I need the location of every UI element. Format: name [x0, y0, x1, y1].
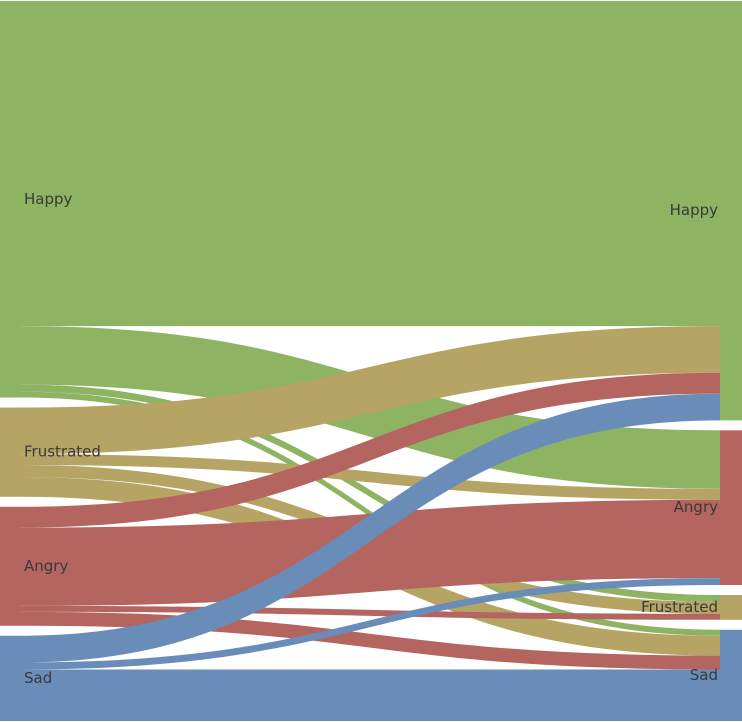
- node-label-right-sad: Sad: [690, 666, 718, 684]
- node-left-frustrated[interactable]: [0, 407, 20, 497]
- node-left-angry[interactable]: [0, 506, 20, 626]
- link-angry-to-angry[interactable]: [20, 499, 720, 606]
- node-label-right-angry: Angry: [674, 498, 718, 516]
- link-sad-to-angry[interactable]: [20, 578, 720, 670]
- node-label-left-angry: Angry: [24, 557, 68, 575]
- sankey-links: [20, 1, 720, 721]
- link-sad-to-sad[interactable]: [20, 669, 720, 721]
- link-happy-to-happy[interactable]: [20, 1, 720, 327]
- node-left-happy[interactable]: [0, 1, 20, 398]
- node-right-happy[interactable]: [720, 1, 742, 421]
- link-frustrated-to-angry[interactable]: [20, 454, 720, 500]
- node-label-left-frustrated: Frustrated: [24, 443, 101, 461]
- link-frustrated-to-happy[interactable]: [20, 326, 720, 455]
- node-right-sad[interactable]: [720, 629, 742, 721]
- node-right-frustrated[interactable]: [720, 595, 742, 620]
- link-sad-to-happy[interactable]: [20, 393, 720, 663]
- node-label-right-frustrated: Frustrated: [641, 598, 718, 616]
- link-happy-to-frustrated[interactable]: [20, 384, 720, 602]
- link-angry-to-frustrated[interactable]: [20, 605, 720, 620]
- sankey-labels: Happy Frustrated Angry Sad Happy Angry Frustra…: [24, 190, 718, 687]
- node-label-right-happy: Happy: [670, 201, 719, 219]
- node-label-left-sad: Sad: [24, 669, 52, 687]
- link-angry-to-happy[interactable]: [20, 372, 720, 528]
- node-right-angry[interactable]: [720, 430, 742, 586]
- node-label-left-happy: Happy: [24, 190, 73, 208]
- node-left-sad[interactable]: [0, 635, 20, 721]
